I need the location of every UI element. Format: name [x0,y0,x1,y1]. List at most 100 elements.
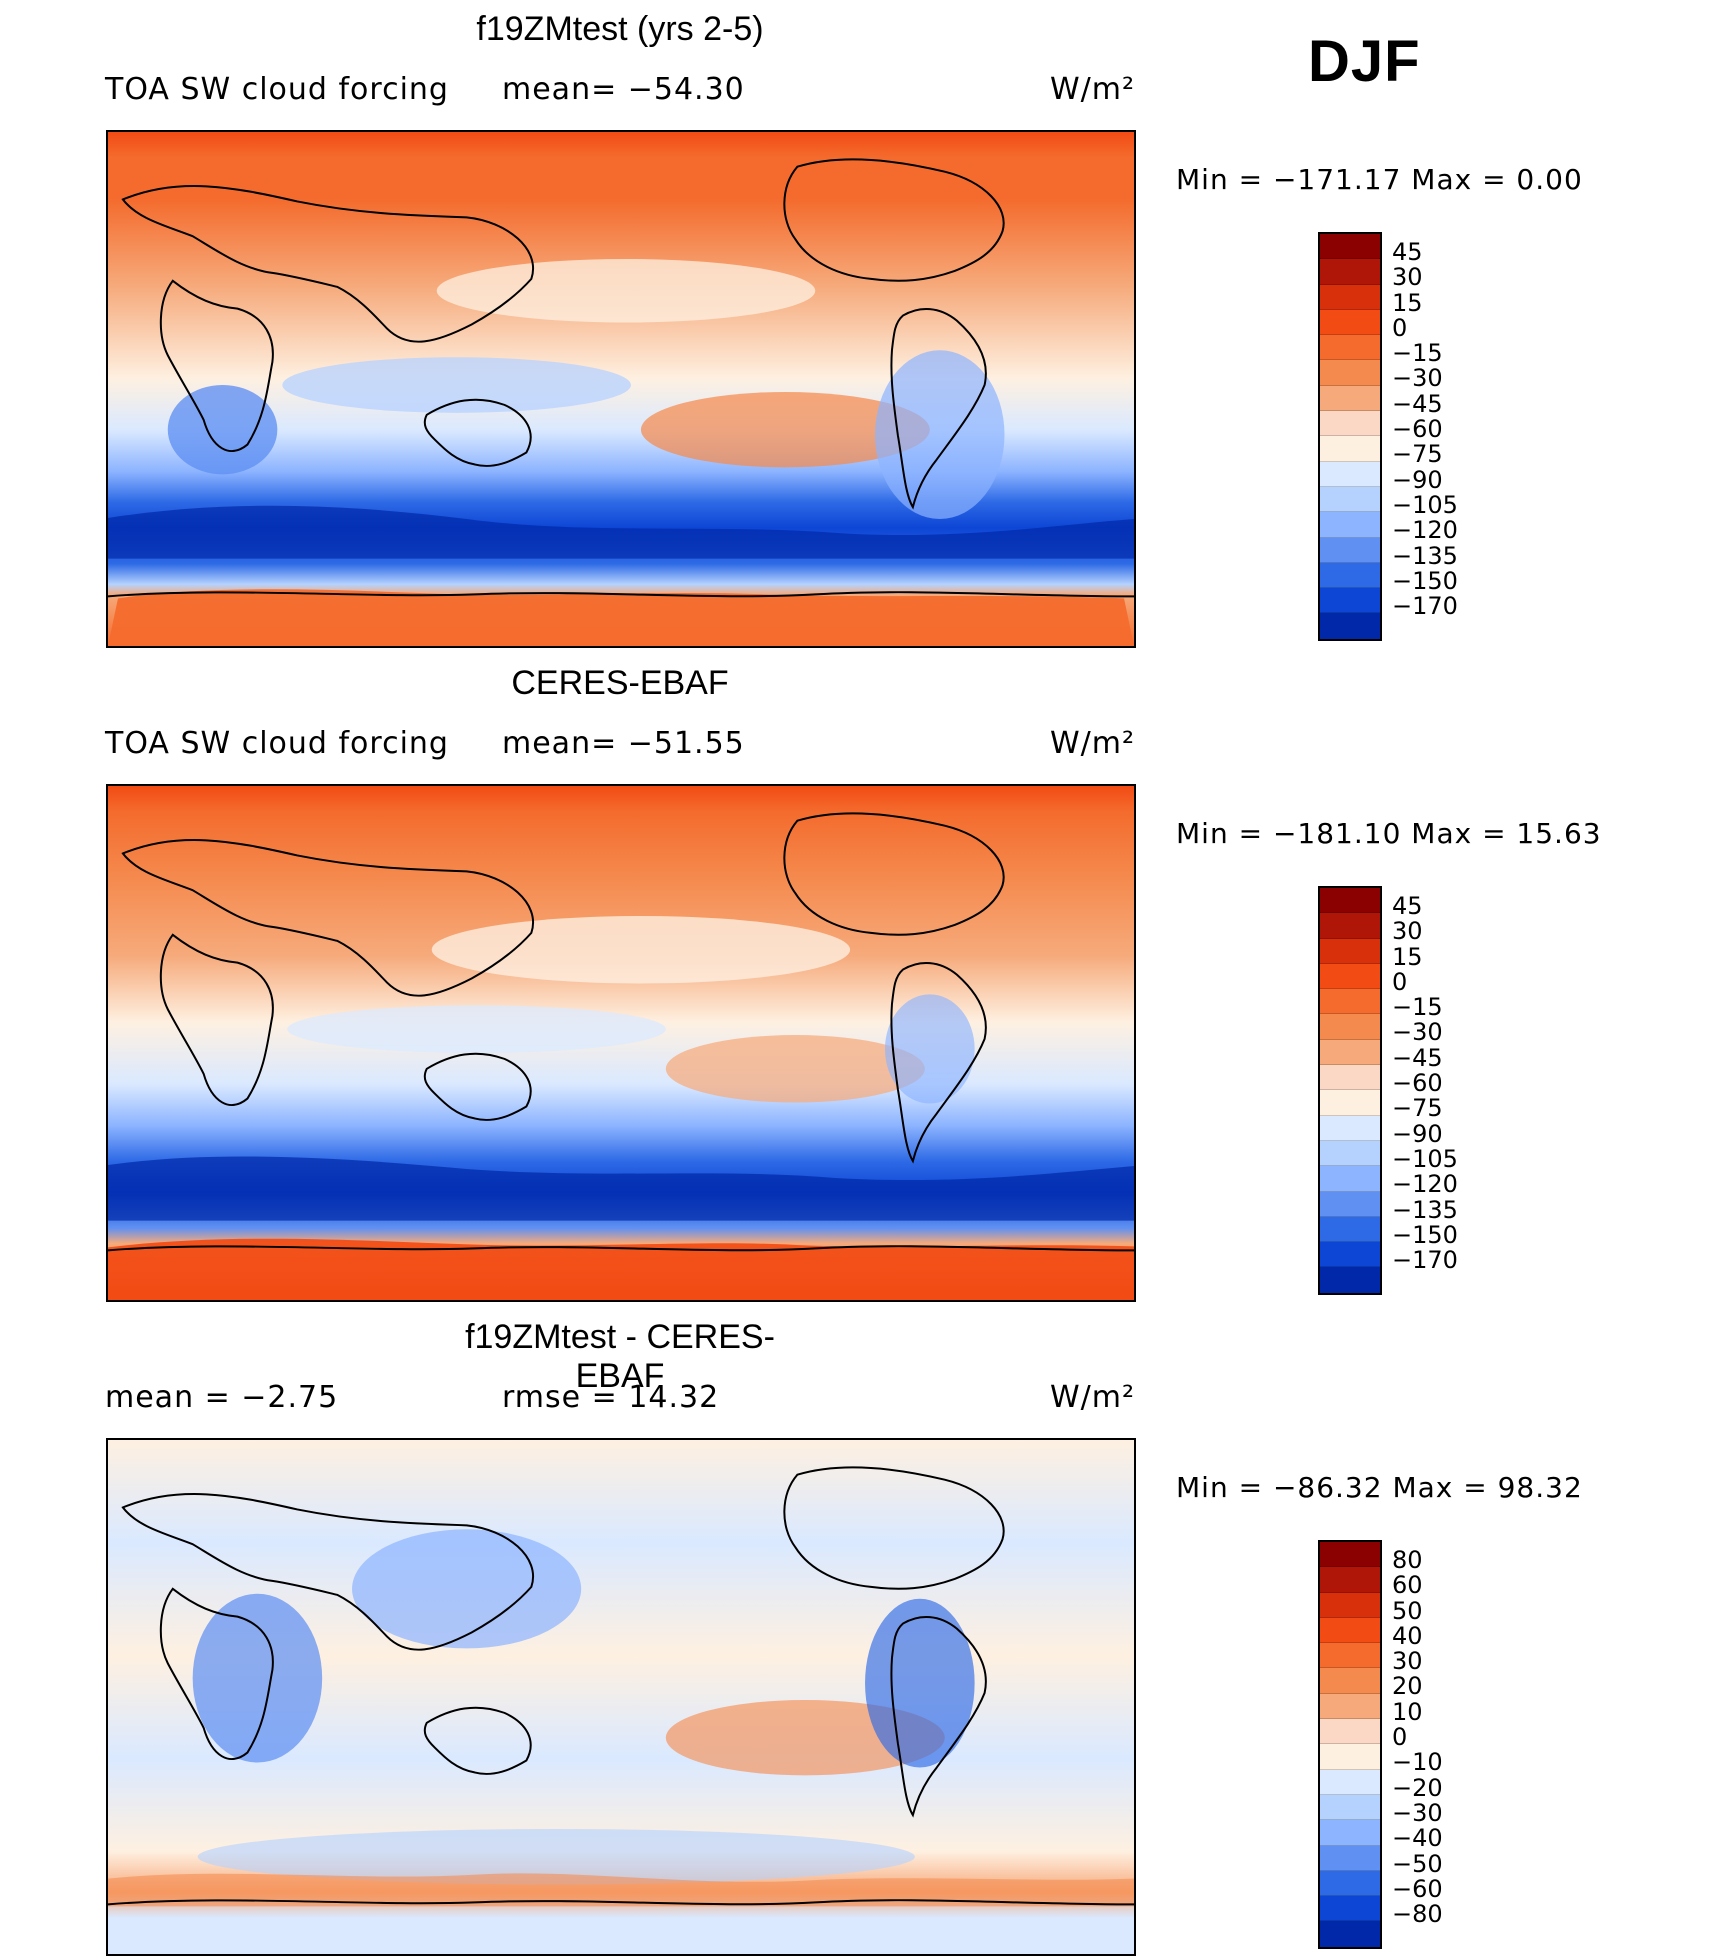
colorbar-segment [1320,1719,1380,1745]
colorbar-segment [1320,411,1380,437]
field-feature [108,589,1134,646]
coastline-australia [423,398,532,467]
field-feature [665,1035,925,1103]
colorbar-segment [1320,1668,1380,1694]
colorbar-segment [1320,1693,1380,1720]
colorbar [1318,886,1382,1295]
colorbar-labels: 80 60 50 40 30 20 10 0 −10 −20 −30 −40 −50 −60 −80 [1392,1546,1443,1929]
colorbar-tick-label: −40 [1392,1824,1443,1853]
observation-panel: CERES-EBAF TOA SW cloud forcing mean= −5… [0,654,1710,1304]
field-feature [167,385,278,475]
colorbar-tick-label: 40 [1392,1621,1423,1650]
field-feature [640,391,930,468]
colorbar-tick-label: 0 [1392,967,1408,996]
colorbar-segment [1320,259,1380,285]
colorbar-segment [1320,1216,1380,1243]
coastline-north-america [783,1466,1005,1590]
colorbar-segment [1320,1542,1380,1568]
coastline-antarctica [108,1899,1134,1906]
variable-label: TOA SW cloud forcing [105,726,449,761]
colorbar [1318,1540,1382,1949]
panel-title: f19ZMtest (yrs 2-5) [476,10,764,48]
mean-label: mean= −54.30 [502,72,745,107]
colorbar-segment [1320,1794,1380,1821]
colorbar-tick-label: −50 [1392,1849,1443,1878]
colorbar-tick-label: −80 [1392,1900,1443,1929]
coastline-antarctica [108,591,1134,598]
model-panel: f19ZMtest (yrs 2-5) TOA SW cloud forcing… [0,0,1710,650]
colorbar-tick-label: −135 [1392,1195,1458,1224]
coastlines [108,1466,1134,1906]
colorbar-tick-label: 45 [1392,892,1423,920]
units-label: W/m² [1050,1380,1136,1415]
colorbar-segment [1320,512,1380,538]
colorbar-tick-label: −135 [1392,541,1458,570]
colorbar-segment [1320,1166,1380,1192]
colorbar-segment [1320,360,1380,386]
min-max-label: Min = −181.10 Max = 15.63 [1176,817,1602,850]
map-plot [106,130,1136,648]
colorbar-segment [1320,1115,1380,1141]
field-feature [865,1598,975,1768]
coastline-africa [159,1587,274,1760]
map-svg [108,132,1134,646]
field-feature [108,1156,1134,1221]
coastline-north-america [783,812,1005,936]
map-svg [108,786,1134,1300]
colorbar-tick-label: −170 [1392,1246,1458,1275]
colorbar-segment [1320,1921,1380,1947]
map-plot [106,1438,1136,1956]
colorbar-tick-label: −45 [1392,389,1443,418]
coastline-australia [423,1052,532,1121]
difference-panel: f19ZMtest - CERES-EBAF mean = −2.75 rmse… [0,1308,1710,1958]
colorbar-tick-label: 80 [1392,1546,1423,1574]
colorbar-labels: 45 30 15 0 −15 −30 −45 −60 −75 −90 −105 −120 −135 −15… [1392,239,1458,619]
colorbar-tick-label: 30 [1392,263,1423,292]
colorbar-segment [1320,234,1380,260]
colorbar-tick-label: −30 [1392,364,1443,393]
mean-label: mean= −51.55 [502,726,745,761]
colorbar-tick-label: 30 [1392,917,1423,946]
colorbar-tick-label: 10 [1392,1697,1423,1726]
colorbar-tick-label: −60 [1392,1069,1443,1098]
colorbar-tick-label: −120 [1392,516,1458,545]
colorbar-segment [1320,1845,1380,1871]
colorbar-segment [1320,1592,1380,1618]
colorbar-tick-label: −90 [1392,465,1443,494]
colorbar-segment [1320,588,1380,614]
colorbar-segment [1320,1090,1380,1116]
colorbar-tick-label: −30 [1392,1018,1443,1047]
colorbar-tick-label: 20 [1392,1672,1423,1701]
colorbar-segment [1320,1617,1380,1644]
colorbar-segment [1320,1744,1380,1770]
colorbar-tick-label: 30 [1392,1647,1423,1676]
coastline-eurasia [121,184,534,343]
colorbar [1318,232,1382,641]
colorbar-segment [1320,284,1380,310]
colorbar-tick-label: −60 [1392,415,1443,444]
coastline-australia [423,1706,532,1775]
coastline-africa [159,933,274,1106]
colorbar-tick-label: 0 [1392,1723,1408,1752]
coastline-africa [159,279,274,452]
map-plot [106,784,1136,1302]
colorbar-tick-label: −90 [1392,1119,1443,1148]
coastline-antarctica [108,1245,1134,1252]
map-svg [108,1440,1134,1954]
colorbar-tick-label: −75 [1392,440,1443,469]
colorbar-segment [1320,436,1380,462]
colorbar-tick-label: 60 [1392,1571,1423,1600]
colorbar-tick-label: 0 [1392,313,1408,342]
coastline-eurasia [121,838,534,997]
colorbar-tick-label: −120 [1392,1170,1458,1199]
colorbar-tick-label: −60 [1392,1874,1443,1903]
colorbar-tick-label: −105 [1392,490,1458,519]
colorbar-tick-label: −150 [1392,1220,1458,1249]
colorbar-segment [1320,486,1380,513]
colorbar-segment [1320,1769,1380,1795]
colorbar-tick-label: −10 [1392,1748,1443,1777]
colorbar-tick-label: 15 [1392,288,1423,317]
colorbar-segment [1320,461,1380,487]
colorbar-segment [1320,385,1380,412]
colorbar-segment [1320,1014,1380,1040]
